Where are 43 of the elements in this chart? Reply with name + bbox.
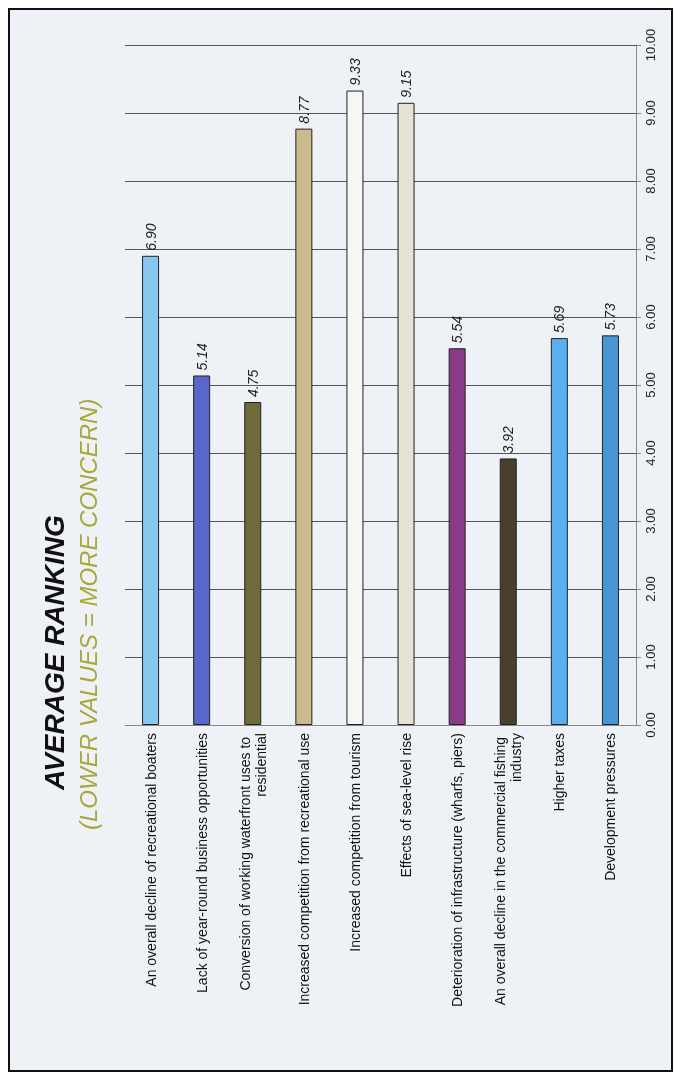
- x-tick-label: Higher taxes: [551, 733, 568, 812]
- bar: [193, 375, 211, 725]
- x-tick-label: Development pressures: [602, 733, 619, 881]
- y-tick-label: 8.00: [643, 168, 658, 194]
- x-tick-label: Increased competition from recreational use: [295, 732, 312, 1006]
- y-tick-label: 9.00: [643, 100, 658, 126]
- data-label: 6.90: [142, 223, 159, 251]
- y-tick-label: 6.00: [643, 304, 658, 330]
- bar: [295, 128, 313, 725]
- x-tick-label: Increased competition from tourism: [346, 733, 363, 952]
- x-tick-label: Lack of year-round business opportunities: [193, 733, 210, 993]
- text: (LOWER VALUES = MORE CONCERN): [74, 398, 102, 830]
- data-label: 5.69: [551, 305, 568, 334]
- bar: [142, 255, 160, 725]
- bar: [448, 348, 466, 725]
- y-tick-label: 7.00: [643, 236, 658, 262]
- bar: [397, 102, 415, 725]
- bar: [346, 90, 364, 725]
- y-tick-label: 1.00: [643, 644, 658, 670]
- x-tick-label: An overall decline of recreational boaters: [142, 733, 159, 987]
- bar: [499, 458, 517, 725]
- data-label: 3.92: [500, 425, 517, 454]
- y-tick-label: 10.00: [643, 28, 658, 62]
- y-tick-label: 3.00: [643, 508, 658, 534]
- data-label: 8.77: [295, 95, 312, 124]
- bar: [550, 338, 568, 725]
- bar: [601, 335, 619, 725]
- data-label: 4.75: [244, 369, 261, 397]
- y-tick-label: 4.00: [643, 440, 658, 466]
- bar: [244, 402, 262, 725]
- x-tick-label: Deterioration of infrastructure (wharfs, piers): [449, 733, 466, 1007]
- data-label: 5.54: [449, 315, 466, 344]
- x-tick-label: Conversion of working waterfront uses to residential: [236, 733, 269, 991]
- data-label: 9.15: [398, 70, 415, 98]
- y-tick-label: 2.00: [643, 576, 658, 602]
- x-tick-label: Effects of sea-level rise: [398, 732, 415, 878]
- y-tick-label: 5.00: [643, 372, 658, 398]
- x-tick-label: An overall decline in the commercial fishing industry: [492, 733, 525, 1006]
- text: AVERAGE RANKING: [38, 515, 70, 791]
- data-label: 5.14: [193, 343, 210, 371]
- y-tick-label: 0.00: [643, 712, 658, 738]
- data-label: 9.33: [346, 58, 363, 86]
- data-label: 5.73: [602, 302, 619, 331]
